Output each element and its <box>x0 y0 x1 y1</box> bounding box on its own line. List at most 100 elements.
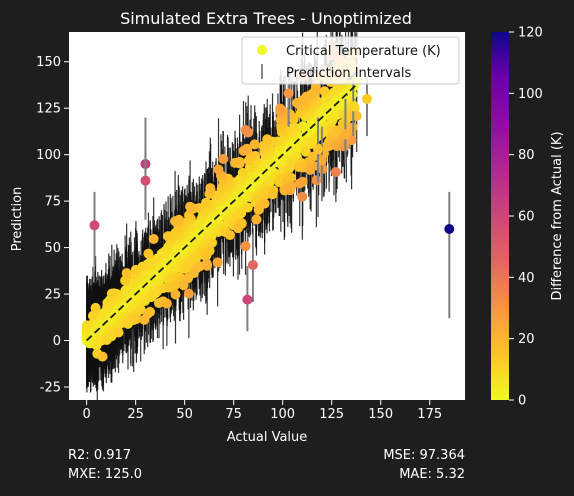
data-point <box>242 294 253 305</box>
data-point <box>354 32 359 33</box>
data-point <box>169 280 180 291</box>
data-point <box>286 172 297 183</box>
data-point <box>346 135 357 146</box>
data-point <box>145 306 156 317</box>
data-point <box>202 260 213 271</box>
data-point <box>300 146 311 157</box>
data-point <box>81 320 92 331</box>
x-tick-label: 50 <box>176 407 193 422</box>
y-tick-label: 150 <box>36 55 61 70</box>
data-point <box>178 280 189 291</box>
data-point <box>274 177 285 188</box>
data-point <box>242 202 253 213</box>
mse-stat: MSE: 97.364 <box>383 448 465 463</box>
data-point <box>200 197 211 208</box>
data-point <box>285 185 296 196</box>
y-tick-label: 25 <box>44 288 61 303</box>
data-point <box>332 141 343 152</box>
data-point <box>170 216 181 227</box>
data-point <box>170 289 181 300</box>
x-axis: 0 25 50 75 100 125 150 175 <box>83 400 442 422</box>
data-point <box>213 164 224 175</box>
data-point <box>249 139 260 150</box>
data-point <box>291 97 302 108</box>
data-point <box>297 191 308 202</box>
x-tick-label: 150 <box>368 407 393 422</box>
y-tick-label: 50 <box>44 241 61 256</box>
data-point <box>284 163 295 174</box>
data-point <box>89 220 100 231</box>
data-point <box>311 175 322 186</box>
data-point <box>240 125 251 136</box>
chart-marks <box>89 71 455 332</box>
x-tick-label: 175 <box>417 407 442 422</box>
legend-box <box>241 36 460 85</box>
data-point <box>251 214 262 225</box>
data-point <box>113 327 124 338</box>
colorbar-label: Difference from Actual (K) <box>550 131 565 300</box>
data-point <box>224 230 235 241</box>
y-tick-label: -25 <box>40 380 61 395</box>
data-point <box>143 248 154 259</box>
data-point <box>361 93 372 104</box>
legend: Critical Temperature (K) Prediction Inte… <box>241 36 460 85</box>
y-tick-label: 125 <box>36 102 61 117</box>
y-tick-label: 75 <box>44 195 61 210</box>
y-axis-label: Prediction <box>10 187 25 252</box>
reference-diagonal-line <box>86 85 356 342</box>
mxe-stat: MXE: 125.0 <box>68 467 143 482</box>
y-tick-label: 100 <box>36 148 61 163</box>
legend-marker-critical-temperature <box>257 45 267 55</box>
x-tick-label: 0 <box>83 407 91 422</box>
data-point <box>305 164 316 175</box>
data-point <box>163 231 174 242</box>
data-point <box>90 302 101 313</box>
data-point <box>444 224 455 235</box>
colorbar-ticks: 0 20 40 60 80 100 120 <box>509 26 543 409</box>
data-point <box>306 138 317 149</box>
data-point <box>312 144 323 155</box>
data-point <box>161 298 172 309</box>
data-point <box>156 249 167 260</box>
data-point <box>183 288 194 299</box>
colorbar-tick-label: 20 <box>518 332 535 347</box>
colorbar-tick-label: 60 <box>518 210 535 225</box>
data-point <box>91 340 102 351</box>
x-tick-label: 25 <box>127 407 144 422</box>
data-point <box>297 176 308 187</box>
data-point <box>131 314 142 325</box>
data-point <box>148 233 159 244</box>
data-point <box>348 101 359 112</box>
colorbar-tick-label: 100 <box>518 87 543 102</box>
data-point <box>130 264 141 275</box>
data-point <box>316 155 327 166</box>
data-point <box>275 114 286 125</box>
data-point <box>97 351 108 362</box>
data-point <box>212 257 223 268</box>
data-point <box>259 198 270 209</box>
x-axis-label: Actual Value <box>227 430 308 445</box>
data-point <box>275 103 286 114</box>
data-point <box>188 268 199 279</box>
data-point <box>185 201 196 212</box>
colorbar-tick-label: 120 <box>518 26 543 41</box>
data-point <box>262 134 273 145</box>
data-point <box>229 157 240 168</box>
data-point <box>140 175 151 186</box>
legend-label-prediction-intervals: Prediction Intervals <box>286 66 411 81</box>
legend-label-critical-temperature: Critical Temperature (K) <box>286 44 441 59</box>
data-point <box>330 167 341 178</box>
data-point <box>200 251 211 262</box>
data-point <box>240 241 251 252</box>
chart-title: Simulated Extra Trees - Unoptimized <box>120 9 412 28</box>
data-point <box>247 259 258 270</box>
data-point <box>205 183 216 194</box>
data-point <box>340 129 351 140</box>
data-point <box>267 189 278 200</box>
data-point <box>139 314 150 325</box>
y-axis: -25 0 25 50 75 100 125 150 <box>36 55 69 395</box>
data-point <box>238 145 249 156</box>
data-point <box>218 153 229 164</box>
